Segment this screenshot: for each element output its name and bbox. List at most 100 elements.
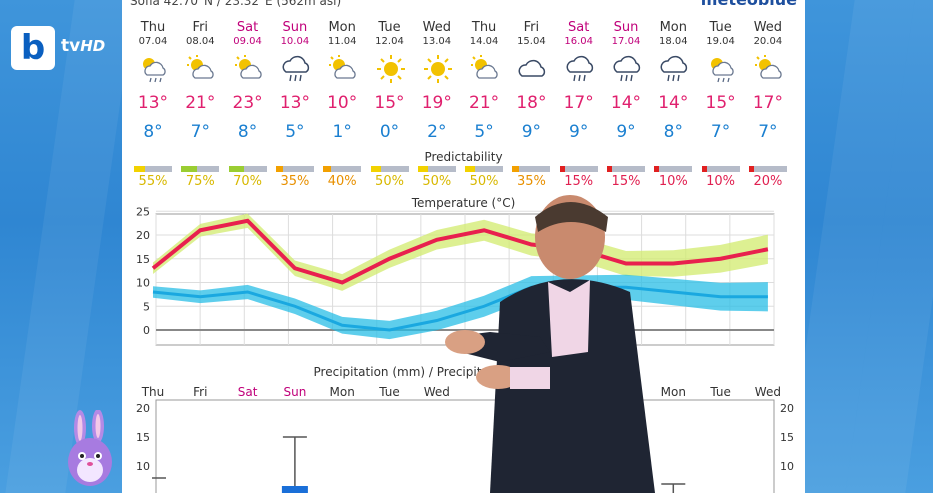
precip-tick-right: 10 [780,460,794,473]
precip-plot-area [155,399,775,493]
day-date: 19.04 [706,36,735,47]
predictability-bar [417,166,456,172]
temp-tick-label: 25 [136,205,150,218]
predictability-bar-fill [512,166,520,172]
day-date: 16.04 [564,36,593,47]
predictability-percent: 75% [185,174,215,189]
easter-bunny-mascot-icon [68,410,112,486]
precipitation-title: Precipitation (mm) / Precipitat [313,365,494,379]
day-name: Thu [140,20,166,35]
rain-cloud-icon [660,55,688,82]
precip-day-label: Wed [423,385,450,399]
max-temp-line [151,218,769,285]
predictability-percent: 55% [138,174,168,189]
predictability-bar-fill [701,166,707,172]
temp-tick-label: 15 [136,253,150,266]
predictability-bar [654,166,693,172]
min-temp-line [152,285,768,332]
min-temp: 5° [285,122,305,142]
day-date: 12.04 [375,36,404,47]
day-name: Sun [613,20,639,35]
precip-day-label: Fri [193,385,208,399]
max-temp: 10° [327,93,358,113]
predictability-percent: 10% [706,174,736,189]
predictability-percent: 50% [422,174,452,189]
temp-tick-label: 10 [136,277,150,290]
predictability-bar [465,166,504,172]
predictability-bar-fill [748,166,754,172]
min-temp: 9° [521,122,542,142]
min-temp: 7° [758,122,778,142]
precip-day-label: Thu [141,385,165,399]
precip-tick-left: 20 [136,402,150,415]
day-name: Wed [753,20,783,35]
max-temp: 18° [516,93,547,113]
precipitation-chart: 20 15 10 20 15 10 [136,399,794,493]
predictability-bar [512,166,551,172]
predictability-bar [370,166,409,172]
max-temp: 23° [232,93,263,113]
day-name: Sat [568,20,590,35]
min-temp: 9° [616,122,636,142]
predictability-percent: 70% [233,174,263,189]
predictability-percent: 50% [469,174,499,189]
day-name: Fri [192,20,209,35]
cloud-icon [518,59,546,77]
day-name: Mon [659,20,687,35]
day-date: 18.04 [658,36,688,47]
min-temp: 5° [474,122,494,142]
precip-day-label: Wed [754,385,781,399]
partly-sunny-icon [234,55,262,79]
predictability-bar [559,166,598,172]
precip-day-label: Tue [710,385,731,399]
partly-sunny-icon [329,55,356,79]
day-date: 11.04 [327,36,357,47]
max-temp: 17° [752,93,783,113]
partly-sunny-icon [187,55,215,79]
day-date: 14.04 [469,36,499,47]
rain-cloud-icon [282,55,310,82]
precip-day-label: Mon [329,385,355,399]
partly-sunny-icon [471,55,498,79]
predictability-bar-fill [417,166,428,172]
partly-sunny-icon [754,55,782,79]
max-temp: 15° [705,93,736,113]
min-temp: 9° [569,122,589,142]
predictability-bar-fill [323,166,332,172]
precip-tick-left: 15 [136,431,150,444]
predictability-bar-fill [607,166,612,172]
precip-day-label: Sat [237,385,258,399]
max-temp: 13° [137,93,169,113]
min-temp: 1° [332,122,352,142]
day-date: 15.04 [517,36,546,47]
min-temp: 8° [237,122,258,142]
predictability-bar-fill [228,166,244,172]
predictability-percent: 15% [564,174,594,189]
predictability-percent: 50% [375,174,404,189]
max-temp: 15° [374,93,405,113]
max-temp: 14° [610,93,642,113]
min-temp: 2° [427,122,447,142]
precip-tick-right: 20 [780,402,794,415]
predictability-bar-fill [654,166,660,172]
max-temp: 21° [185,93,216,113]
predictability-bar [275,166,314,172]
btv-logo-suffix: HD [80,37,106,55]
predictability-percent: 20% [753,174,783,189]
precip-tick-right: 15 [780,431,794,444]
day-name: Fri [523,20,540,35]
max-temp: 19° [421,93,452,113]
precip-bar [281,486,308,493]
day-name: Thu [471,20,497,35]
location-label: Sofia 42.70°N / 23.32°E (562m asl) [130,0,342,8]
day-name: Sat [236,20,259,35]
min-temp: 8° [663,122,683,142]
precip-day-label: Mon [660,385,686,399]
btv-hd-logo: b tvHD [11,26,123,70]
day-name: Tue [378,20,401,35]
precip-tick-left: 10 [136,460,150,473]
btv-logo-text: tv [61,36,81,56]
predictability-percent: 40% [327,174,357,189]
day-date: 20.04 [753,36,783,47]
precip-day-label: Sun [283,385,307,399]
